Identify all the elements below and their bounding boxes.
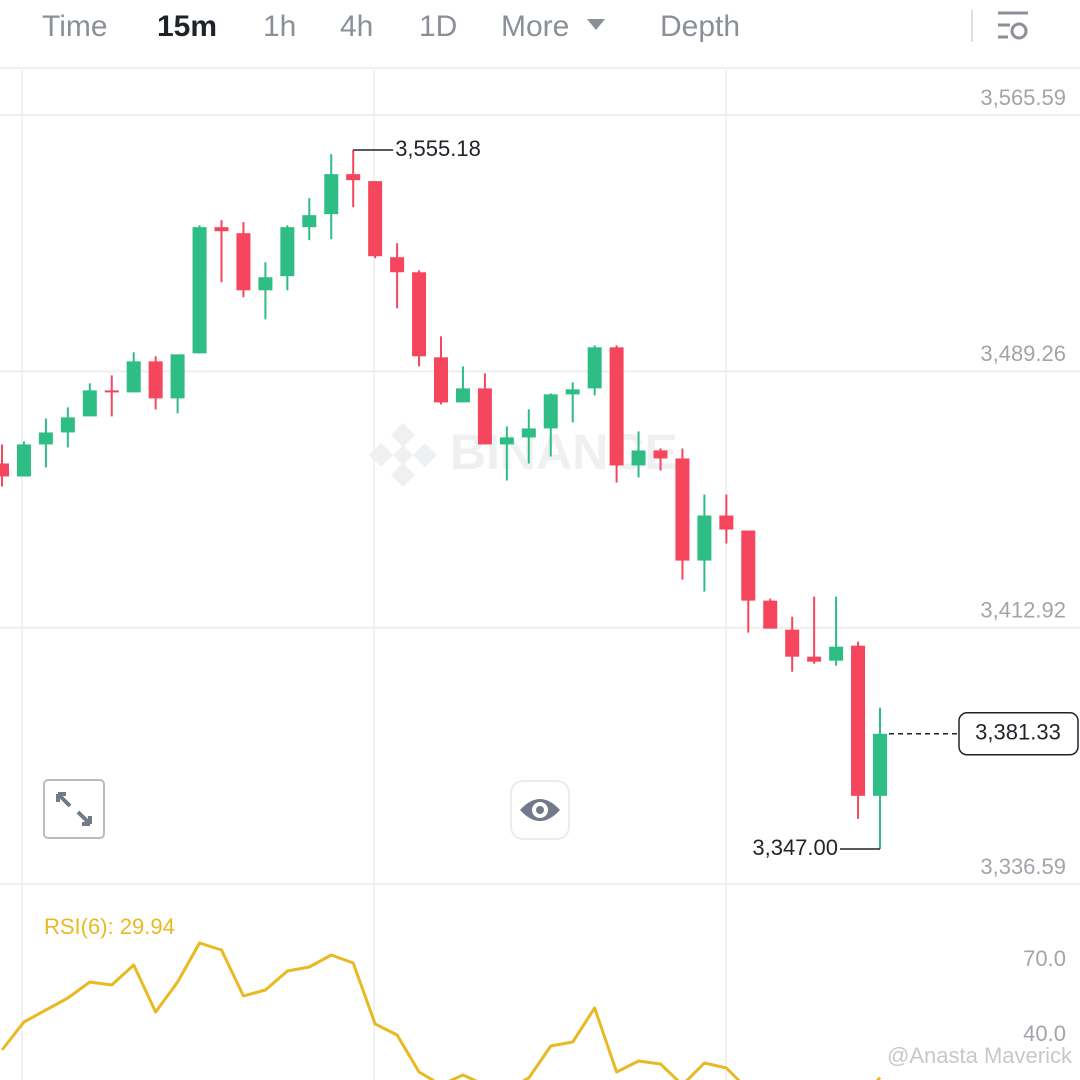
candle-body	[653, 450, 668, 459]
candle-body	[170, 354, 185, 399]
candle-body	[324, 174, 339, 215]
candle-body	[38, 432, 53, 445]
candle-body	[368, 181, 383, 257]
candle-body	[543, 394, 558, 429]
y-tick-label: 70.0	[1023, 946, 1066, 971]
candle-body	[521, 428, 536, 438]
candle-body	[499, 437, 514, 445]
timeframe-tab[interactable]: 1D	[419, 10, 457, 43]
candle-body	[60, 417, 75, 433]
settings-icon[interactable]	[998, 11, 1028, 40]
visibility-button[interactable]	[510, 780, 570, 840]
candle-body	[455, 388, 470, 403]
candle-body	[346, 174, 361, 181]
candle-body	[477, 388, 492, 445]
candle-body	[236, 233, 251, 291]
candle-body	[675, 458, 690, 561]
candle-body	[0, 463, 9, 477]
y-tick-label: 3,565.59	[980, 85, 1066, 110]
candle-body	[631, 450, 646, 466]
candle-body	[609, 347, 624, 466]
candle-body	[873, 733, 887, 796]
timeframe-tab[interactable]: 4h	[340, 10, 373, 43]
candle-body	[829, 646, 844, 661]
candle-body	[412, 272, 427, 357]
candle-body	[302, 215, 317, 228]
candle-body	[214, 227, 229, 232]
timeframe-tab[interactable]: Time	[42, 10, 108, 43]
candle-body	[587, 347, 602, 389]
candle-body	[16, 444, 31, 477]
candle-body	[785, 629, 800, 657]
candle-body	[104, 390, 119, 393]
candle-body	[390, 257, 405, 273]
candle-body	[807, 656, 822, 662]
timeframe-tab[interactable]: 1h	[263, 10, 296, 43]
candle-body	[280, 227, 295, 277]
candle-body	[719, 515, 734, 530]
y-tick-label: 3,489.26	[980, 341, 1066, 366]
y-tick-label: 3,336.59	[980, 854, 1066, 879]
candle-body	[741, 530, 756, 601]
candle-body	[697, 515, 712, 561]
candle-body	[565, 389, 580, 395]
candle-body	[851, 645, 866, 796]
candle-body	[82, 390, 97, 417]
y-tick-label: 40.0	[1023, 1021, 1066, 1046]
indicator-title: RSI(6): 29.94	[44, 914, 175, 939]
y-tick-label: 3,412.92	[980, 598, 1066, 623]
rsi-line	[0, 941, 882, 1080]
expand-button[interactable]	[43, 779, 105, 839]
last-price-label: 3,381.33	[975, 720, 1061, 745]
candle-body	[126, 361, 141, 393]
timeframe-tab[interactable]: Depth	[660, 10, 740, 43]
timeframe-tab[interactable]: More	[501, 10, 569, 43]
dropdown-arrow	[587, 19, 605, 30]
watermark-logo	[369, 423, 437, 487]
candle-body	[258, 277, 273, 291]
credit: @Anasta Maverick	[887, 1043, 1073, 1068]
candle-body	[148, 361, 163, 399]
candle-body	[763, 600, 778, 629]
max-label: 3,555.18	[395, 136, 481, 161]
min-label: 3,347.00	[752, 835, 838, 860]
candle-body	[434, 357, 448, 403]
candle-body	[192, 227, 207, 354]
last-price-box	[958, 712, 1079, 756]
timeframe-tab[interactable]: 15m	[157, 10, 217, 43]
